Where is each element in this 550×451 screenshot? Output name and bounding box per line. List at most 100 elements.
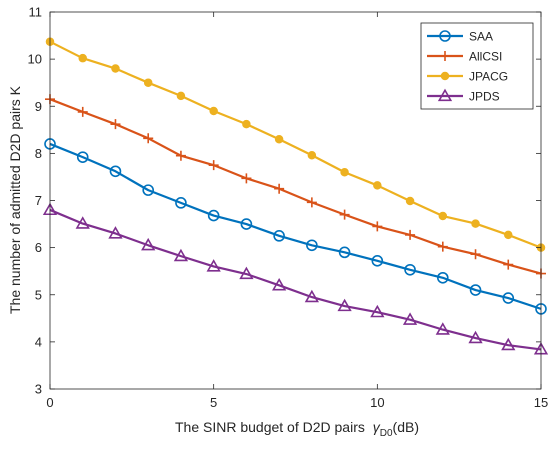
- y-tick-label: 8: [35, 146, 42, 161]
- data-point-jpacg: [209, 106, 218, 116]
- data-point-saa: [436, 271, 449, 284]
- legend-marker-allcsi: [440, 51, 450, 61]
- x-axis-title-text: The SINR budget of D2D pairs: [175, 419, 365, 435]
- data-point-saa: [273, 230, 285, 242]
- data-point-allcsi: [241, 173, 252, 184]
- data-point-allcsi: [274, 183, 285, 194]
- data-point-saa: [338, 246, 351, 259]
- y-tick-label: 5: [35, 287, 42, 302]
- plot-area-frame: [49, 11, 542, 390]
- data-point-jpds: [435, 322, 450, 335]
- series-line-jpacg: [49, 40, 542, 249]
- data-point-saa: [371, 255, 384, 267]
- data-point-jpacg: [373, 181, 382, 190]
- data-point-jpds: [402, 312, 418, 325]
- data-point-allcsi: [372, 221, 383, 232]
- data-point-saa: [109, 165, 122, 178]
- data-point-jpds: [173, 248, 189, 262]
- data-point-saa: [175, 197, 187, 209]
- data-point-jpacg: [307, 151, 317, 160]
- data-point-allcsi: [143, 133, 154, 144]
- data-point-saa: [404, 263, 416, 276]
- x-tick-label: 15: [534, 395, 548, 410]
- data-point-jpds: [468, 330, 483, 344]
- legend-item-allcsi: AllCSI: [427, 50, 502, 64]
- data-point-jpds: [304, 289, 319, 303]
- data-point-jpacg: [504, 230, 513, 240]
- y-tick-label: 3: [35, 382, 42, 397]
- data-point-saa: [469, 284, 482, 296]
- data-point-jpacg: [438, 211, 448, 221]
- legend-marker-jpds: [437, 88, 453, 102]
- series-allcsi: [45, 94, 546, 279]
- series-layer: [42, 37, 549, 355]
- data-point-allcsi: [77, 106, 88, 117]
- data-point-jpds: [370, 304, 385, 318]
- legend-label-jpacg: JPACG: [469, 70, 508, 84]
- y-tick-label: 9: [35, 99, 42, 114]
- legend-label-allcsi: AllCSI: [469, 50, 502, 64]
- legend-marker-jpacg: [440, 71, 450, 81]
- data-point-jpds: [337, 298, 352, 312]
- data-point-jpacg: [111, 64, 120, 73]
- x-tick-label: 0: [46, 395, 53, 410]
- data-point-jpds: [108, 226, 123, 239]
- data-point-saa: [207, 209, 220, 222]
- data-point-jpds: [206, 259, 221, 272]
- legend-marker-saa: [439, 30, 451, 42]
- data-point-saa: [306, 239, 318, 252]
- series-jpds: [42, 202, 549, 355]
- data-point-saa: [240, 218, 253, 230]
- data-point-allcsi: [339, 209, 350, 220]
- legend-item-saa: SAA: [427, 30, 493, 44]
- series-line-jpds: [49, 208, 542, 351]
- data-point-saa: [502, 292, 515, 304]
- y-tick-label: 10: [28, 52, 42, 67]
- data-point-jpacg: [405, 196, 415, 206]
- x-axis-title-subscript: D0: [380, 428, 393, 439]
- data-point-allcsi: [437, 241, 448, 252]
- data-point-jpacg: [471, 219, 480, 228]
- data-point-jpacg: [176, 91, 186, 101]
- data-point-allcsi: [175, 150, 186, 161]
- x-axis-title-unit: (dB): [393, 419, 419, 435]
- y-tick-label: 6: [35, 240, 42, 255]
- data-point-jpacg: [242, 119, 251, 129]
- data-point-jpacg: [143, 78, 153, 87]
- data-point-saa: [142, 184, 154, 196]
- data-point-allcsi: [110, 119, 121, 130]
- legend: SAA AllCSI JPACG JPDS: [420, 22, 534, 110]
- legend-item-jpds: JPDS: [427, 88, 500, 104]
- legend-label-saa: SAA: [469, 30, 493, 44]
- data-point-jpds: [501, 337, 516, 351]
- y-tick-label: 7: [35, 193, 42, 208]
- x-axis-title: The SINR budget of D2D pairs γD0(dB): [175, 419, 419, 439]
- x-tick-label: 10: [370, 395, 384, 410]
- data-point-allcsi: [306, 197, 317, 208]
- data-point-jpds: [272, 277, 287, 291]
- x-axis-title-symbol: γ: [373, 419, 381, 435]
- legend-item-jpacg: JPACG: [427, 70, 508, 84]
- data-point-jpds: [141, 237, 156, 251]
- data-point-jpacg: [78, 53, 87, 63]
- data-point-jpacg: [340, 167, 349, 177]
- data-point-allcsi: [405, 229, 416, 240]
- data-point-jpacg: [274, 134, 284, 144]
- data-point-jpds: [239, 266, 254, 280]
- legend-label-jpds: JPDS: [469, 90, 500, 104]
- y-tick-label: 11: [29, 5, 43, 20]
- y-tick-label: 4: [35, 334, 42, 349]
- data-point-saa: [76, 151, 89, 163]
- data-point-allcsi: [470, 249, 481, 260]
- series-jpacg: [45, 37, 546, 252]
- series-line-allcsi: [49, 98, 542, 275]
- data-point-allcsi: [503, 259, 514, 270]
- data-point-allcsi: [208, 160, 219, 171]
- x-tick-label: 5: [210, 395, 217, 410]
- data-point-jpds: [75, 216, 90, 229]
- series-line-saa: [49, 142, 542, 310]
- svg-text:The SINR budget of D2D pairs: The SINR budget of D2D pairs γD0(dB): [175, 419, 419, 439]
- y-axis-title: The number of admitted D2D pairs K: [7, 85, 23, 314]
